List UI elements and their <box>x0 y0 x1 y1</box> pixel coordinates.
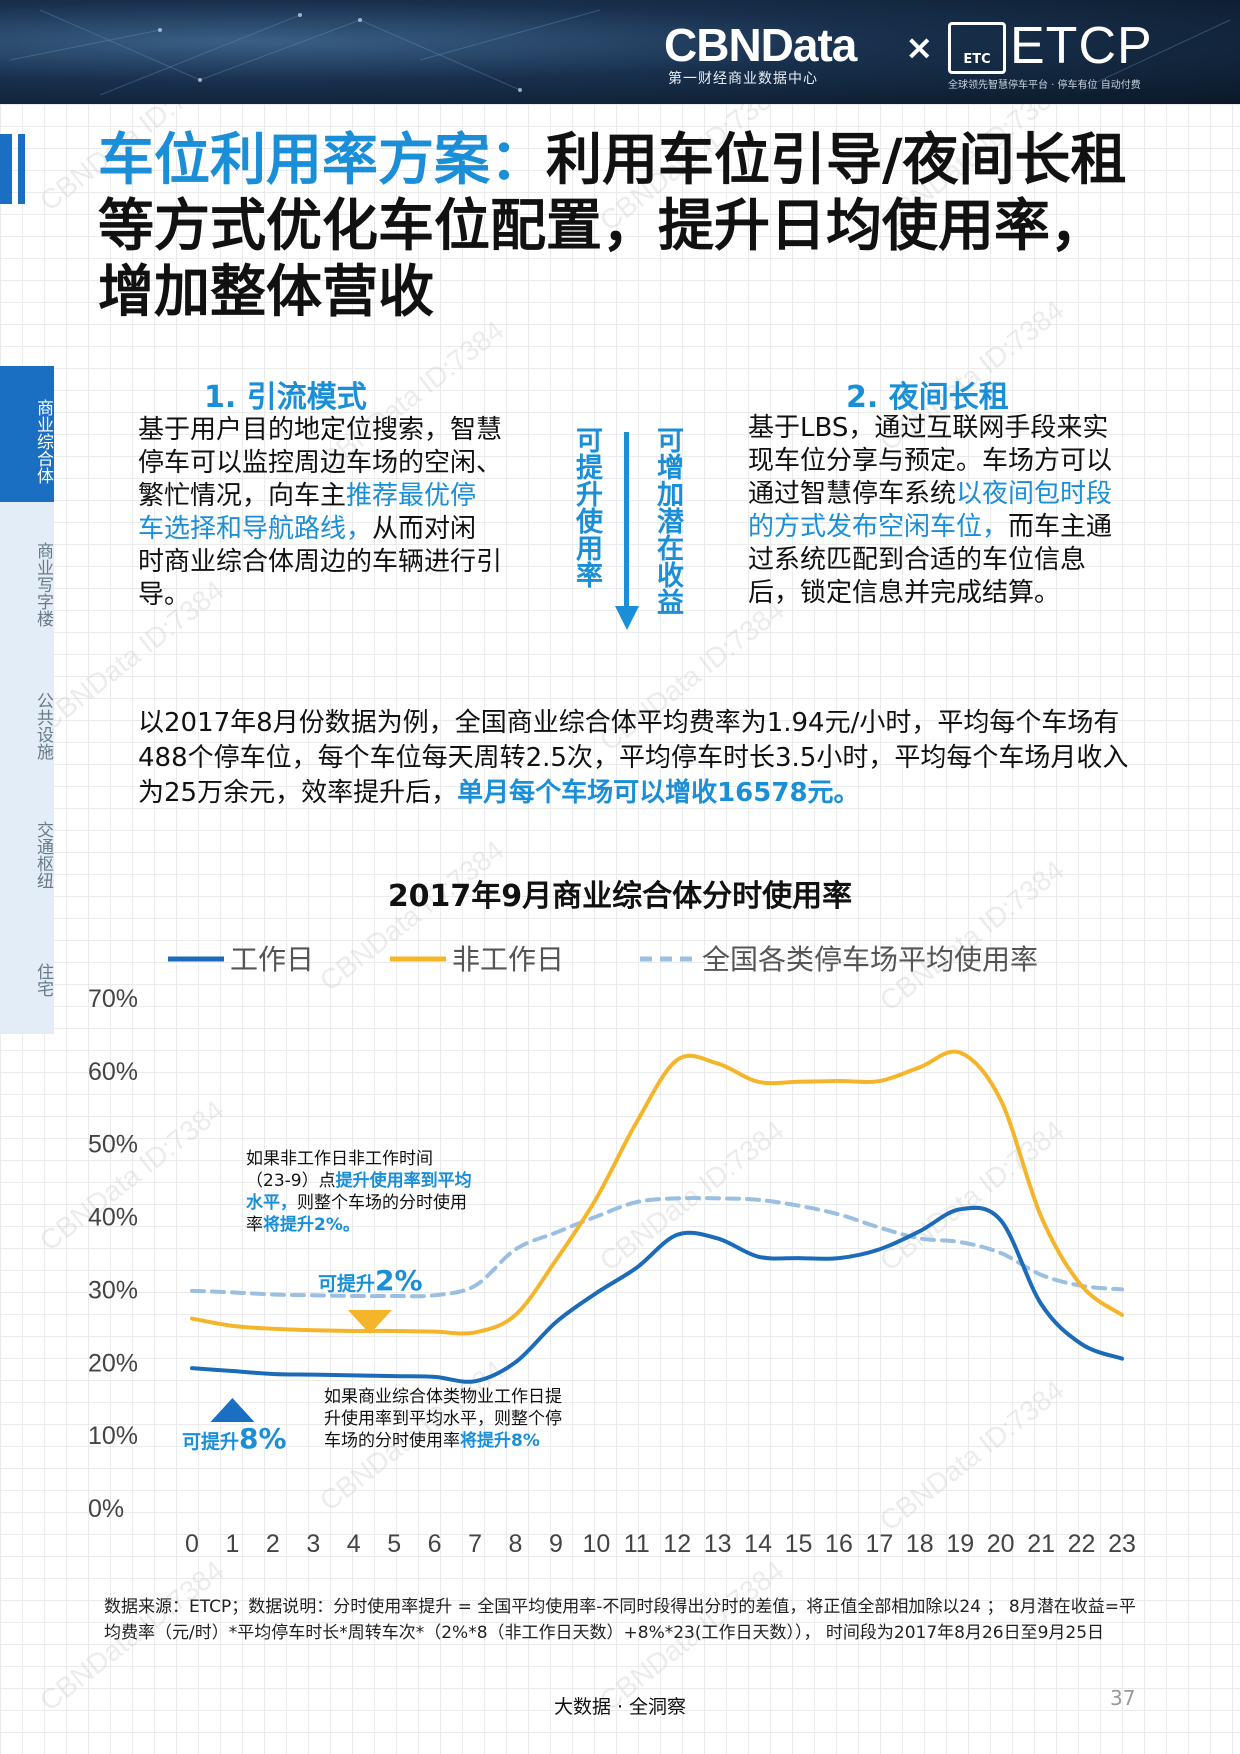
etc-logo-icon: ETC <box>948 22 1006 74</box>
partner-subtitle: 全球领先智慧停车平台 · 停车有位 自动付费 <box>948 80 1141 91</box>
side-nav: 商业综合体 商业写字楼 公共设施 交通枢纽 住宅 <box>0 366 54 1034</box>
sidenav-item-commercial-complex[interactable]: 商业综合体 <box>0 366 54 502</box>
partner-logo: ETCP <box>1010 17 1153 75</box>
series-line <box>190 1049 1124 1336</box>
sidenav-item-public[interactable]: 公共设施 <box>33 692 53 760</box>
sidenav-item-residential[interactable]: 住宅 <box>33 963 53 997</box>
x-tick-label: 6 <box>428 1530 442 1558</box>
annotation-top: 如果非工作日非工作时间（23-9）点提升使用率到平均水平，则整个车场的分时使用率… <box>246 1148 476 1236</box>
brand-subtitle: 第一财经商业数据中心 <box>668 71 818 87</box>
x-tick-label: 12 <box>663 1530 691 1558</box>
section1-text: 基于用户目的地定位搜索，智慧停车可以监控周边车场的空闲、繁忙情况，向车主推荐最优… <box>138 414 502 612</box>
x-tick-label: 3 <box>306 1530 320 1558</box>
x-tick-label: 20 <box>987 1530 1015 1558</box>
annotation-top-tag-big: 2% <box>375 1264 423 1297</box>
x-tick-label: 19 <box>946 1530 974 1558</box>
down-triangle-icon <box>347 1310 392 1334</box>
section2-text-blue: 以夜间包时段的方式发布空闲车位， <box>748 479 1113 542</box>
page-title-rest: 利用车位引导/夜间长租等方式优化车位配置，提升日均使用率，增加整体营收 <box>98 128 1127 325</box>
section1-text-b: 从而对闲时商业综合体周边的车辆进行引导。 <box>138 514 503 610</box>
x-tick-label: 7 <box>468 1530 482 1558</box>
section2-text: 基于LBS，通过互联网手段来实现车位分享与预定。车场方可以通过智慧停车系统以夜间… <box>748 412 1124 610</box>
x-tick-label: 16 <box>825 1530 853 1558</box>
annotation-bottom: 如果商业综合体类物业工作日提升使用率到平均水平，则整个停车场的分时使用率将提升8… <box>324 1386 564 1452</box>
x-tick-label: 17 <box>865 1530 893 1558</box>
legend-label: 非工作日 <box>452 943 564 976</box>
y-tick-label: 70% <box>88 985 138 1013</box>
x-tick-label: 23 <box>1108 1530 1136 1558</box>
legend-label: 工作日 <box>230 943 314 976</box>
section1-text-a: 基于用户目的地定位搜索，智慧停车可以监控周边车场的空闲、繁忙情况，向车主 <box>138 415 503 511</box>
x-tick-label: 0 <box>185 1530 199 1558</box>
sidenav-item-transport[interactable]: 交通枢纽 <box>33 821 53 889</box>
annotation-top-text-b: 则整个车场的分时使用率 <box>246 1193 467 1235</box>
annotation-bottom-text-bold: 将提升8% <box>460 1431 540 1451</box>
sidenav-item-office[interactable]: 商业写字楼 <box>33 541 53 627</box>
x-tick-label: 22 <box>1068 1530 1096 1558</box>
x-tick-label: 11 <box>624 1530 650 1558</box>
grid-background <box>0 104 1240 1754</box>
annotation-top-text-a: 如果非工作日非工作时间（23-9）点 <box>246 1149 433 1191</box>
section2-title: 2. 夜间长租 <box>846 380 1009 415</box>
x-tick-label: 8 <box>509 1530 523 1558</box>
legend-label: 全国各类停车场平均使用率 <box>702 943 1038 976</box>
title-accent-bar-2 <box>18 134 25 204</box>
annotation-top-tag-small: 可提升 <box>318 1273 376 1295</box>
annotation-bottom-tag: 可提升8% <box>182 1422 287 1455</box>
x-tick-label: 4 <box>347 1530 361 1558</box>
middle-left-label: 可提升使用率 <box>571 426 602 588</box>
annotation-bottom-tag-small: 可提升 <box>182 1431 240 1453</box>
header-banner: CBNData 第一财经商业数据中心 × ETC ETCP 全球领先智慧停车平台… <box>0 0 1240 104</box>
series-line <box>190 1205 1124 1384</box>
middle-right-label: 可增加潜在收益 <box>652 426 683 615</box>
y-tick-label: 30% <box>88 1276 138 1304</box>
y-tick-label: 0% <box>88 1495 124 1523</box>
page-title: 车位利用率方案：利用车位引导/夜间长租等方式优化车位配置，提升日均使用率，增加整… <box>98 128 1158 326</box>
down-arrow-icon <box>615 606 639 630</box>
annotation-top-text-bold: 将提升2%。 <box>263 1215 360 1235</box>
section2-text-b: 而车主通过系统匹配到合适的车位信息后，锁定信息并完成结算。 <box>748 512 1113 608</box>
brand-logo: CBNData <box>664 19 857 71</box>
network-pattern-icon <box>9 9 1231 96</box>
y-tick-label: 40% <box>88 1204 138 1232</box>
x-tick-label: 21 <box>1027 1530 1055 1558</box>
x-tick-label: 14 <box>744 1530 772 1558</box>
section1-text-blue: 推荐最优停车选择和导航路线， <box>138 481 477 544</box>
x-tick-label: 9 <box>549 1530 563 1558</box>
y-tick-label: 50% <box>88 1131 138 1159</box>
annotation-bottom-tag-big: 8% <box>239 1422 287 1455</box>
annotation-top-text-blue: 提升使用率到平均水平， <box>246 1171 472 1213</box>
footer-slogan: 大数据 · 全洞察 <box>553 1696 687 1718</box>
page-title-highlight: 车位利用率方案： <box>98 128 546 193</box>
section2-text-a: 基于LBS，通过互联网手段来实现车位分享与预定。车场方可以通过智慧停车系统 <box>748 413 1113 509</box>
x-tick-label: 13 <box>704 1530 732 1558</box>
x-tick-label: 10 <box>582 1530 610 1558</box>
y-tick-label: 20% <box>88 1349 138 1377</box>
x-tick-label: 18 <box>906 1530 934 1558</box>
body-text: 以2017年8月份数据为例，全国商业综合体平均费率为1.94元/小时，平均每个车… <box>138 708 1129 808</box>
y-tick-label: 10% <box>88 1422 138 1450</box>
chart-title: 2017年9月商业综合体分时使用率 <box>388 879 852 914</box>
x-tick-label: 1 <box>225 1530 239 1558</box>
times-symbol: × <box>905 28 934 68</box>
title-accent-bar <box>0 134 12 204</box>
down-arrow-shaft <box>624 432 629 610</box>
page-number: 37 <box>1110 1686 1136 1710</box>
annotation-top-tag: 可提升2% <box>318 1264 423 1297</box>
y-tick-label: 60% <box>88 1058 138 1086</box>
section1-title: 1. 引流模式 <box>204 380 367 415</box>
body-paragraph: 以2017年8月份数据为例，全国商业综合体平均费率为1.94元/小时，平均每个车… <box>138 706 1138 811</box>
up-triangle-icon <box>210 1398 255 1422</box>
x-tick-label: 5 <box>387 1530 401 1558</box>
x-tick-label: 2 <box>266 1530 280 1558</box>
x-tick-label: 15 <box>785 1530 813 1558</box>
series-line <box>190 1196 1124 1299</box>
annotation-bottom-text-a: 如果商业综合体类物业工作日提升使用率到平均水平，则整个停车场的分时使用率 <box>324 1387 562 1451</box>
footnote: 数据来源：ETCP；数据说明：分时使用率提升 = 全国平均使用率-不同时段得出分… <box>104 1597 1136 1643</box>
body-bold: 单月每个车场可以增收16578元。 <box>457 778 860 808</box>
